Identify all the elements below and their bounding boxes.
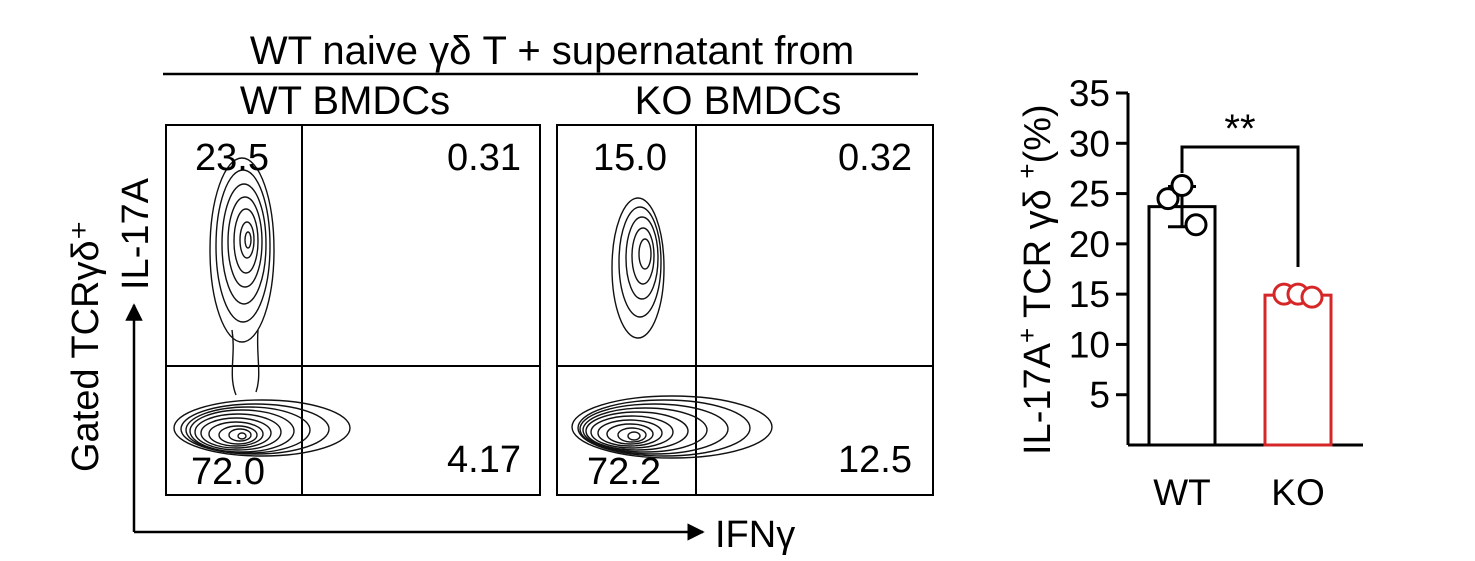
quadrant-lr-value: 12.5 [838, 439, 912, 481]
y-tick-label: 20 [1069, 224, 1110, 265]
x-tick-label: KO [1271, 472, 1324, 513]
quadrant-ur-value: 0.32 [838, 137, 912, 179]
y-tick-label: 5 [1089, 375, 1110, 416]
flow-panel-frame [556, 124, 934, 496]
contour-plot [571, 197, 773, 459]
bar [1147, 205, 1217, 447]
data-point [1184, 213, 1208, 237]
x-tick-label: WT [1153, 472, 1211, 513]
quadrant-ll-value: 72.0 [191, 451, 265, 493]
bar-ylabel: IL-17A+ TCR γδ +(%) [1012, 104, 1059, 455]
significance-bracket [1180, 145, 1300, 267]
y-tick-label: 10 [1069, 324, 1110, 365]
quadrant-ll-value: 72.2 [587, 451, 661, 493]
data-point [1156, 187, 1180, 211]
flow-xlabel-ifng: IFNγ [715, 514, 795, 556]
flow-panel-frame [165, 124, 541, 496]
contour-plot [173, 157, 351, 457]
panel-title-wt: WT BMDCs [240, 79, 450, 123]
flow-panel-ko: 15.0 0.32 72.2 12.5 [556, 124, 934, 496]
flow-ylabel-il17a: IL-17A [115, 177, 157, 290]
quadrant-ur-value: 0.31 [447, 137, 521, 179]
data-point [1300, 285, 1324, 309]
quadrant-ul-value: 23.5 [195, 137, 269, 179]
quadrant-ul-value: 15.0 [593, 137, 667, 179]
y-tick-label: 35 [1069, 73, 1110, 114]
y-tick-label: 30 [1069, 123, 1110, 164]
condition-title: WT naive γδ T + supernatant from [250, 29, 854, 73]
flow-ylabel-gated: Gated TCRγδ⁺ [65, 220, 107, 472]
bar [1263, 293, 1333, 447]
y-tick-label: 15 [1069, 274, 1110, 315]
quadrant-lr-value: 4.17 [447, 439, 521, 481]
significance-label: ** [1224, 107, 1255, 151]
y-tick-label: 25 [1069, 174, 1110, 215]
data-point [1170, 174, 1194, 198]
bar-chart: IL-17A+ TCR γδ +(%) ** WT KO 5 10 15 20 25 30… [1012, 73, 1363, 513]
panel-title-ko: KO BMDCs [635, 79, 842, 123]
flow-panel-wt: 23.5 0.31 72.0 4.17 [165, 124, 541, 496]
